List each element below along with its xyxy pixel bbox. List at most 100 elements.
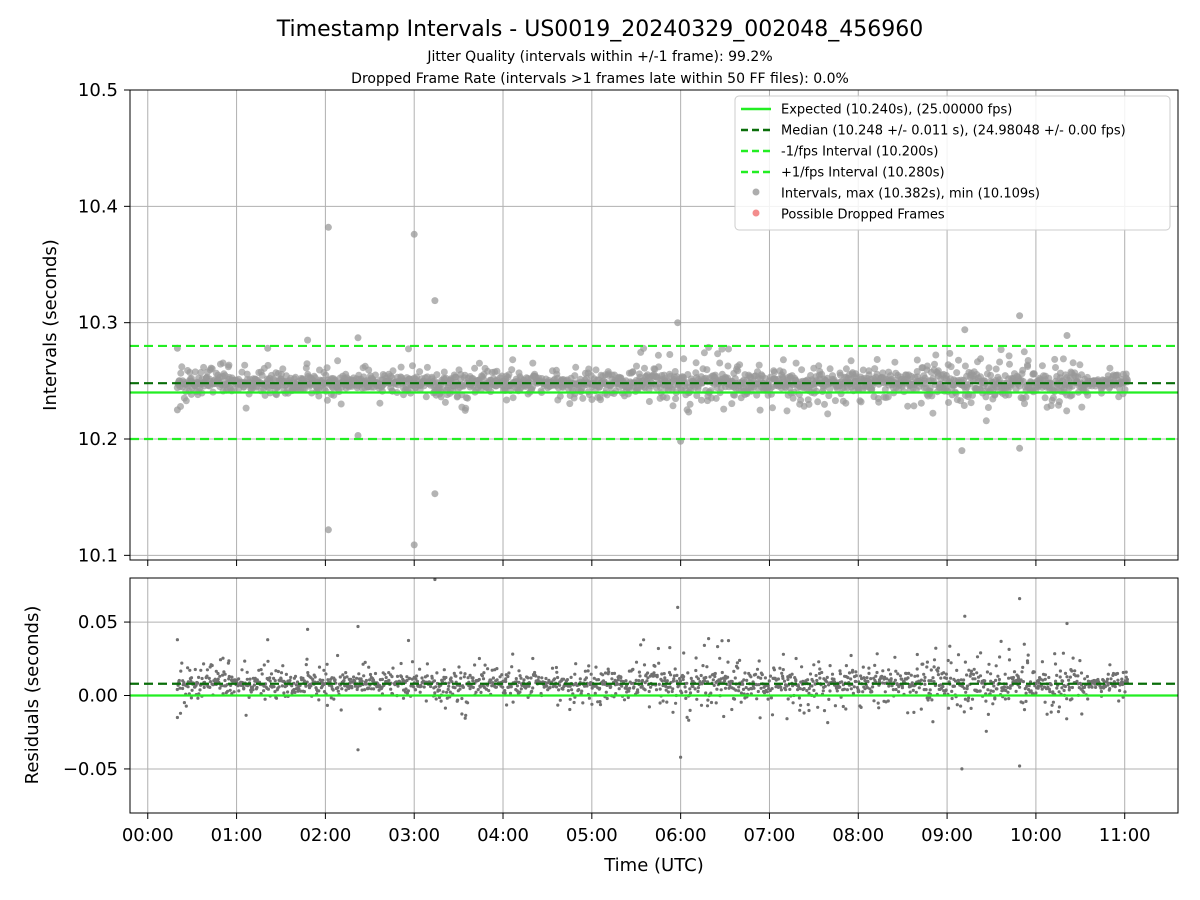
residual-point bbox=[425, 674, 429, 678]
interval-point bbox=[585, 365, 593, 373]
residual-point bbox=[1108, 663, 1112, 667]
interval-outlier-point bbox=[304, 336, 312, 344]
residual-point bbox=[196, 681, 200, 685]
residual-point bbox=[870, 690, 874, 694]
interval-point bbox=[712, 394, 720, 402]
residual-point bbox=[833, 704, 838, 708]
residual-point bbox=[1076, 674, 1080, 678]
residual-point bbox=[752, 686, 756, 690]
interval-point bbox=[779, 356, 787, 364]
interval-point bbox=[725, 345, 732, 353]
residual-point bbox=[624, 679, 628, 683]
residual-point bbox=[587, 696, 592, 700]
residual-point bbox=[815, 678, 819, 683]
residual-point bbox=[418, 667, 422, 671]
residual-point bbox=[1027, 684, 1031, 688]
residual-point bbox=[985, 670, 990, 674]
residual-point bbox=[555, 670, 559, 674]
residual-point bbox=[515, 684, 520, 688]
residual-outlier-point bbox=[433, 577, 437, 582]
residual-point bbox=[636, 690, 640, 694]
residual-point bbox=[696, 689, 700, 694]
residual-point bbox=[208, 685, 212, 690]
residual-point bbox=[1020, 670, 1024, 674]
residual-point bbox=[925, 665, 929, 669]
residual-point bbox=[395, 674, 400, 679]
residual-point bbox=[1054, 679, 1058, 683]
residual-point bbox=[1043, 677, 1047, 681]
residual-point bbox=[794, 679, 798, 683]
residual-point bbox=[925, 660, 930, 664]
residual-point bbox=[364, 678, 368, 683]
residual-point bbox=[468, 673, 472, 678]
interval-point bbox=[929, 409, 937, 417]
residual-point bbox=[631, 667, 635, 672]
residual-point bbox=[835, 689, 839, 693]
residual-point bbox=[911, 688, 915, 693]
residual-point bbox=[1051, 690, 1055, 694]
residual-point bbox=[738, 658, 742, 663]
residual-point bbox=[875, 652, 879, 656]
residual-point bbox=[655, 673, 659, 678]
interval-outlier-point bbox=[354, 334, 362, 342]
residual-point bbox=[820, 670, 824, 675]
intervals-y-tick-label: 10.3 bbox=[78, 313, 118, 334]
x-tick-label: 01:00 bbox=[211, 825, 263, 846]
residual-point bbox=[449, 676, 453, 680]
residual-point bbox=[255, 685, 259, 690]
x-tick-label: 10:00 bbox=[1010, 825, 1062, 846]
residual-point bbox=[914, 690, 918, 694]
interval-point bbox=[736, 361, 744, 369]
residual-point bbox=[666, 690, 671, 694]
residual-point bbox=[262, 663, 266, 667]
residual-point bbox=[447, 684, 451, 688]
residual-point bbox=[339, 708, 343, 712]
interval-point bbox=[556, 392, 564, 400]
residual-point bbox=[292, 688, 296, 692]
residual-point bbox=[422, 685, 426, 689]
residual-point bbox=[596, 700, 600, 704]
residual-point bbox=[302, 690, 306, 694]
residual-point bbox=[1061, 651, 1065, 655]
residual-point bbox=[654, 688, 659, 692]
residual-point bbox=[838, 685, 842, 689]
residual-point bbox=[944, 672, 949, 676]
residual-point bbox=[268, 676, 272, 680]
x-tick-label: 08:00 bbox=[832, 825, 884, 846]
interval-point bbox=[946, 349, 954, 357]
residual-point bbox=[949, 676, 953, 680]
residual-point bbox=[671, 710, 675, 714]
residual-point bbox=[586, 669, 590, 673]
residual-point bbox=[1026, 661, 1030, 665]
residual-point bbox=[189, 696, 193, 700]
interval-outlier-point bbox=[958, 447, 966, 455]
interval-point bbox=[437, 393, 445, 401]
interval-point bbox=[1049, 394, 1057, 402]
residual-point bbox=[634, 660, 639, 664]
interval-point bbox=[917, 399, 925, 407]
residual-point bbox=[288, 678, 292, 683]
interval-outlier-point bbox=[431, 490, 439, 498]
residual-point bbox=[272, 685, 276, 689]
residual-point bbox=[1006, 685, 1010, 690]
interval-point bbox=[629, 368, 637, 376]
residual-point bbox=[598, 700, 602, 704]
residual-point bbox=[908, 690, 912, 694]
residual-point bbox=[647, 705, 652, 709]
interval-point bbox=[1051, 355, 1059, 363]
interval-point bbox=[464, 394, 472, 402]
interval-point bbox=[191, 368, 199, 376]
residual-point bbox=[510, 665, 514, 669]
interval-outlier-point bbox=[431, 297, 439, 305]
residual-point bbox=[463, 716, 467, 720]
residual-point bbox=[527, 684, 531, 688]
residual-point bbox=[780, 671, 784, 675]
residual-point bbox=[842, 687, 847, 691]
residual-point bbox=[741, 687, 746, 692]
residual-point bbox=[893, 678, 898, 682]
residual-point bbox=[1108, 687, 1112, 691]
residual-point bbox=[849, 677, 853, 681]
interval-point bbox=[592, 366, 600, 374]
residual-point bbox=[897, 690, 901, 694]
residual-point bbox=[734, 688, 738, 692]
